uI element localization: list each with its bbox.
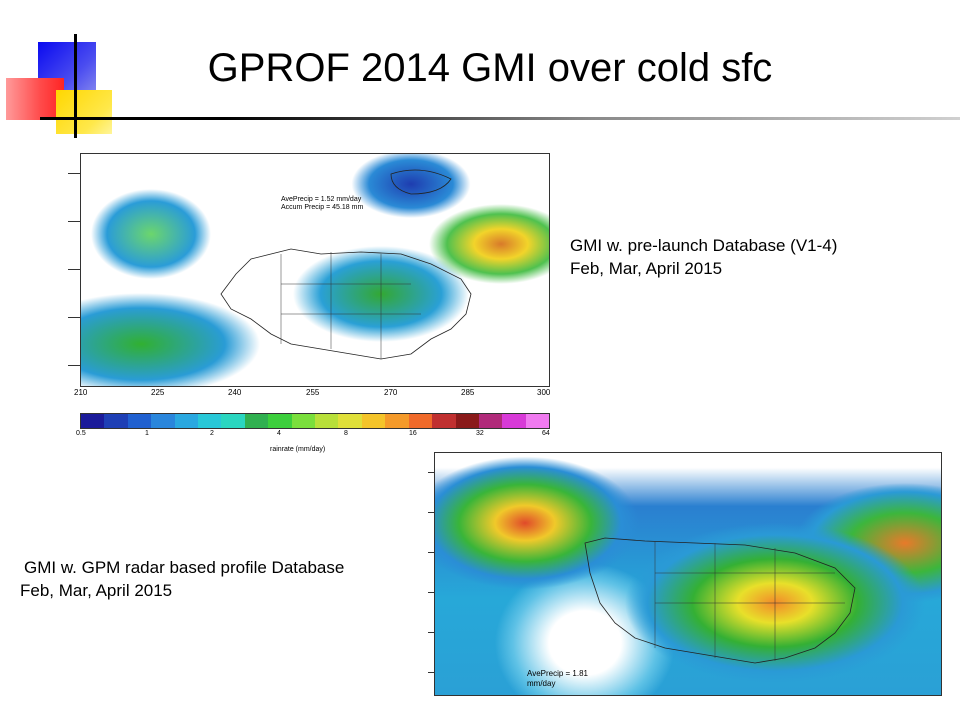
colorbar-swatch: [198, 414, 222, 428]
bottom-map-lat-ticks: [428, 452, 434, 694]
colorbar-swatch: [525, 414, 550, 428]
top-map-lat-ticks: [68, 153, 80, 385]
lat-tick: [428, 552, 434, 553]
colorbar-tick-label: 32: [476, 430, 484, 437]
colorbar-swatch: [502, 414, 526, 428]
top-map-annotation: AvePrecip = 1.52 mm/day Accum Precip = 4…: [281, 196, 363, 212]
colorbar-tick-label: 0.5: [76, 430, 86, 437]
logo-vertical-line: [74, 34, 77, 138]
colorbar-swatch: [81, 414, 105, 428]
lat-tick: [68, 365, 80, 366]
bottom-map-annotation: AvePrecip = 1.81 mm/day: [527, 669, 588, 689]
colorbar-swatch: [478, 414, 503, 428]
lon-tick-label: 255: [306, 388, 320, 397]
bottom-map-ave-precip-unit: mm/day: [527, 679, 556, 688]
colorbar-swatch: [291, 414, 316, 428]
colorbar-tick-label: 64: [542, 430, 550, 437]
lat-tick: [428, 592, 434, 593]
colorbar-tick-label: 4: [277, 430, 281, 437]
bottom-map-caption: GMI w. GPM radar based profile Database …: [20, 556, 344, 602]
bottom-map-ave-precip: AvePrecip = 1.81: [527, 669, 589, 678]
colorbar-swatch: [244, 414, 269, 428]
lat-tick: [68, 317, 80, 318]
colorbar-swatch: [385, 414, 409, 428]
top-map-coastlines: [220, 169, 472, 360]
slide-title: GPROF 2014 GMI over cold sfc: [207, 46, 773, 90]
lat-tick: [428, 672, 434, 673]
logo-yellow-square: [56, 90, 112, 134]
colorbar-swatch: [338, 414, 362, 428]
logo-red-square: [6, 78, 64, 120]
colorbar-swatch: [432, 414, 456, 428]
colorbar-swatch: [127, 414, 152, 428]
bottom-precip-map: AvePrecip = 1.81 mm/day: [434, 452, 942, 696]
colorbar-tick-label: 8: [344, 430, 348, 437]
colorbar-swatch: [221, 414, 245, 428]
top-map-ave-precip: AvePrecip = 1.52 mm/day: [281, 196, 362, 203]
lat-tick: [68, 221, 80, 222]
colorbar-swatch: [174, 414, 199, 428]
colorbar-tick-label: 2: [210, 430, 214, 437]
colorbar-swatch: [408, 414, 433, 428]
lon-tick-label: 210: [74, 388, 88, 397]
lat-tick: [68, 173, 80, 174]
lat-tick: [428, 632, 434, 633]
colorbar-title: rainrate (mm/day): [270, 446, 326, 453]
bottom-caption-line2: Feb, Mar, April 2015: [20, 581, 173, 600]
top-caption-line1: GMI w. pre-launch Database (V1-4): [570, 236, 838, 255]
rainrate-colorbar: [80, 413, 550, 429]
lon-tick-label: 225: [151, 388, 165, 397]
colorbar-tick-label: 1: [145, 430, 149, 437]
lat-tick: [68, 269, 80, 270]
title-underline: [40, 117, 960, 120]
colorbar-swatch: [455, 414, 479, 428]
colorbar-swatch: [268, 414, 292, 428]
lon-tick-label: 270: [384, 388, 398, 397]
lon-tick-label: 285: [461, 388, 475, 397]
bottom-caption-line1: GMI w. GPM radar based profile Database: [24, 558, 345, 577]
lat-tick: [428, 512, 434, 513]
colorbar-swatch: [104, 414, 128, 428]
colorbar-swatch: [361, 414, 386, 428]
lon-tick-label: 300: [537, 388, 551, 397]
top-precip-map: AvePrecip = 1.52 mm/day Accum Precip = 4…: [80, 153, 550, 387]
colorbar-tick-label: 16: [409, 430, 417, 437]
top-map-caption: GMI w. pre-launch Database (V1-4) Feb, M…: [570, 234, 837, 280]
top-map-accum-precip: Accum Precip = 45.18 mm: [281, 204, 364, 211]
colorbar-swatch: [315, 414, 339, 428]
lat-tick: [428, 472, 434, 473]
colorbar-swatch: [151, 414, 175, 428]
top-caption-line2: Feb, Mar, April 2015: [570, 259, 723, 278]
lon-tick-label: 240: [228, 388, 242, 397]
bottom-map-coastlines: [584, 537, 856, 664]
